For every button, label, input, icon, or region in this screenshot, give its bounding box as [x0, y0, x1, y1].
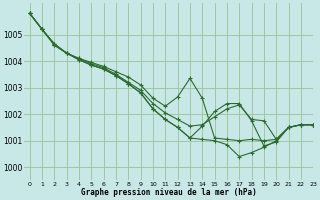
X-axis label: Graphe pression niveau de la mer (hPa): Graphe pression niveau de la mer (hPa) — [81, 188, 256, 197]
